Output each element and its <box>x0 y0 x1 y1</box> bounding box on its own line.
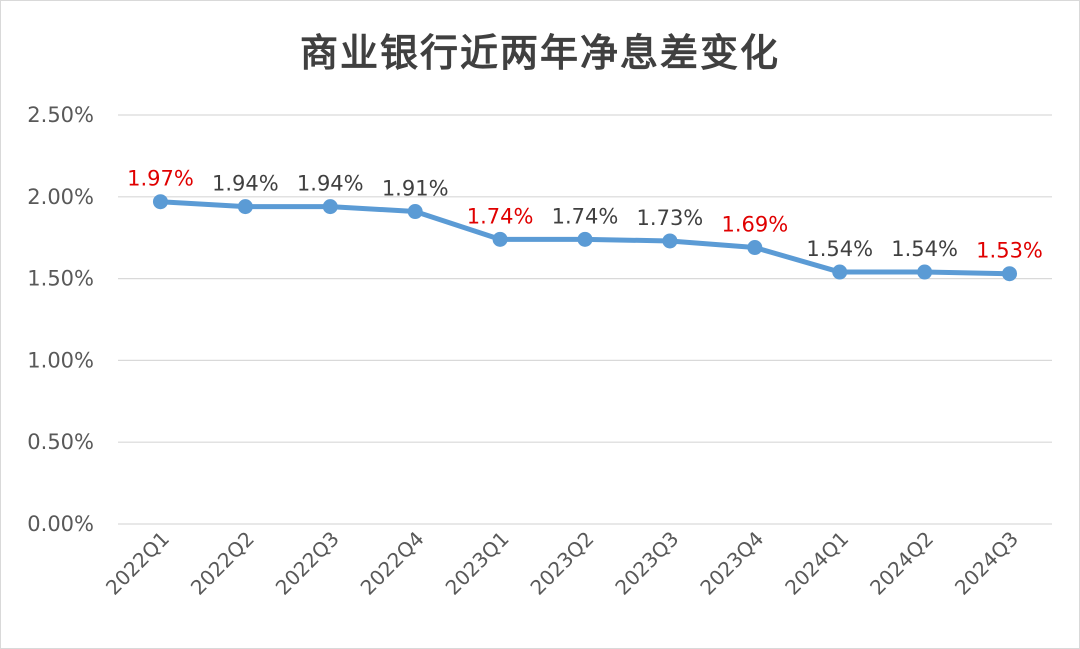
y-tick-label: 1.00% <box>27 348 94 372</box>
data-label: 1.94% <box>212 172 279 196</box>
data-point <box>237 199 253 215</box>
data-point <box>662 233 678 249</box>
y-tick-label: 2.50% <box>27 103 94 127</box>
y-tick-label: 0.00% <box>27 512 94 536</box>
x-tick-label: 2023Q1 <box>441 527 514 600</box>
data-point <box>492 231 508 247</box>
data-point <box>322 199 338 215</box>
x-tick-label: 2024Q3 <box>950 527 1023 600</box>
x-tick-label: 2024Q2 <box>865 527 938 600</box>
x-tick-label: 2022Q1 <box>101 527 174 600</box>
data-label: 1.74% <box>552 204 619 228</box>
data-label: 1.91% <box>382 177 449 201</box>
data-point <box>577 231 593 247</box>
data-label: 1.53% <box>976 239 1043 263</box>
data-point <box>407 204 423 220</box>
data-label: 1.54% <box>891 237 958 261</box>
data-label: 1.73% <box>637 206 704 230</box>
data-point <box>152 194 168 210</box>
x-tick-label: 2023Q4 <box>695 527 768 600</box>
y-tick-label: 0.50% <box>27 430 94 454</box>
data-point <box>832 264 848 280</box>
x-tick-label: 2023Q2 <box>525 527 598 600</box>
x-tick-label: 2024Q1 <box>780 527 853 600</box>
x-tick-label: 2022Q4 <box>356 527 429 600</box>
data-point <box>747 240 763 256</box>
x-tick-label: 2022Q2 <box>186 527 259 600</box>
data-label: 1.69% <box>721 213 788 237</box>
y-tick-label: 1.50% <box>27 267 94 291</box>
data-label: 1.97% <box>127 167 194 191</box>
data-point <box>1002 266 1018 282</box>
data-point <box>917 264 933 280</box>
y-tick-label: 2.00% <box>27 185 94 209</box>
data-label: 1.54% <box>806 237 873 261</box>
x-tick-label: 2022Q3 <box>271 527 344 600</box>
x-tick-label: 2023Q3 <box>610 527 683 600</box>
chart-title: 商业银行近两年净息差变化 <box>299 31 780 75</box>
data-label: 1.94% <box>297 172 364 196</box>
data-label: 1.74% <box>467 204 534 228</box>
